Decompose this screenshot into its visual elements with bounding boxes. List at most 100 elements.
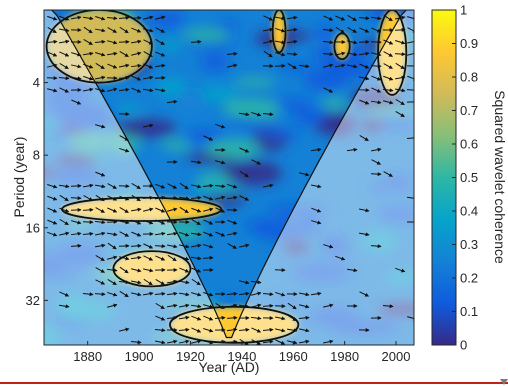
phase-arrow	[202, 255, 214, 260]
phase-arrow	[59, 291, 70, 297]
phase-arrow	[142, 88, 154, 93]
coherence-cell	[176, 88, 207, 114]
phase-arrow	[262, 292, 274, 297]
phase-arrow	[178, 327, 190, 332]
phase-arrow	[203, 315, 214, 321]
phase-arrow	[47, 15, 58, 21]
phase-arrow	[383, 63, 393, 69]
phase-arrow	[190, 195, 202, 200]
phase-arrow	[238, 291, 250, 296]
coherence-cell	[233, 77, 276, 87]
phase-arrow	[347, 40, 358, 45]
phase-arrow	[335, 26, 345, 34]
coherence-cell	[115, 118, 177, 138]
phase-arrow	[130, 243, 142, 248]
x-tick-label: 1940	[227, 349, 256, 364]
phase-arrow	[239, 170, 249, 178]
phase-arrow	[322, 40, 334, 45]
phase-arrow	[95, 254, 105, 262]
phase-arrow	[94, 243, 106, 248]
phase-arrow	[298, 315, 310, 320]
phase-arrow	[59, 15, 70, 21]
phase-arrow	[214, 184, 226, 189]
phase-arrow	[179, 182, 189, 190]
phase-arrow	[274, 40, 286, 45]
phase-arrow	[119, 135, 129, 141]
phase-arrow	[47, 195, 58, 201]
phase-arrow	[299, 292, 310, 297]
phase-arrow	[107, 40, 118, 45]
phase-arrow	[226, 291, 238, 296]
phase-arrow	[107, 278, 117, 286]
phase-arrow	[238, 112, 250, 117]
phase-arrow	[227, 183, 238, 189]
phase-arrow	[262, 27, 274, 32]
coherence-heatmap	[44, 10, 414, 345]
phase-arrow	[227, 303, 238, 308]
coherence-cell	[303, 68, 348, 92]
phase-arrow	[82, 207, 94, 212]
phase-arrow	[358, 16, 370, 21]
phase-arrow	[359, 27, 370, 33]
phase-arrow	[203, 328, 214, 333]
phase-arrow	[71, 52, 82, 57]
coherence-cell	[223, 98, 281, 120]
phase-arrow	[155, 302, 165, 310]
phase-arrow	[70, 231, 82, 236]
colorbar-label: Squared wavelet coherence	[492, 90, 508, 264]
coherence-cell	[146, 10, 187, 29]
phase-arrow	[143, 63, 154, 69]
coherence-cell	[44, 268, 78, 279]
phase-arrow	[143, 219, 154, 225]
phase-arrow	[155, 207, 166, 213]
phase-arrow	[95, 207, 105, 213]
phase-arrow	[395, 98, 405, 106]
phase-arrow	[106, 219, 118, 224]
phase-arrow	[251, 291, 262, 296]
phase-arrow	[155, 51, 166, 57]
coherence-cell	[158, 39, 182, 51]
phase-arrow	[95, 88, 106, 93]
phase-arrow	[119, 327, 130, 332]
phase-arrow	[203, 340, 214, 345]
phase-arrow	[310, 147, 322, 152]
phase-arrow	[370, 100, 382, 105]
phase-arrow	[95, 124, 106, 129]
phase-arrow	[226, 315, 238, 320]
phase-arrow	[47, 207, 58, 213]
phase-arrow	[154, 244, 166, 249]
phase-arrow	[322, 52, 334, 57]
coherence-cell	[254, 128, 301, 140]
phase-arrow	[71, 99, 82, 105]
phase-arrow	[383, 100, 394, 105]
phase-arrow	[143, 51, 153, 57]
phase-arrow	[395, 88, 406, 93]
phase-arrow	[286, 328, 298, 333]
phase-arrow	[287, 314, 297, 322]
phase-arrow	[215, 195, 226, 200]
phase-arrow	[95, 194, 105, 202]
phase-arrow	[395, 62, 405, 70]
phase-arrow	[58, 39, 70, 44]
phase-arrow	[203, 207, 214, 212]
phase-arrow	[382, 304, 394, 309]
phase-arrow	[262, 339, 274, 344]
phase-arrow	[214, 339, 226, 344]
phase-arrow	[239, 280, 250, 285]
phase-arrow	[407, 51, 414, 56]
phase-arrow	[95, 15, 106, 21]
phase-arrow	[323, 15, 334, 21]
phase-arrow	[383, 171, 393, 177]
phase-arrow	[119, 266, 129, 274]
x-tick-label: 1960	[279, 349, 308, 364]
phase-arrow	[106, 268, 118, 273]
phase-arrow	[167, 339, 178, 344]
phase-arrow	[407, 316, 414, 321]
phase-arrow	[274, 316, 286, 321]
phase-arrow	[371, 75, 382, 81]
phase-arrow	[58, 304, 70, 309]
phase-arrow	[107, 207, 118, 213]
phase-arrow	[94, 292, 106, 297]
phase-arrow	[59, 194, 69, 202]
phase-arrow	[83, 87, 94, 92]
